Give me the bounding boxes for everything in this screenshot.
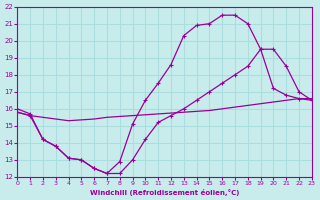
X-axis label: Windchill (Refroidissement éolien,°C): Windchill (Refroidissement éolien,°C): [90, 189, 239, 196]
